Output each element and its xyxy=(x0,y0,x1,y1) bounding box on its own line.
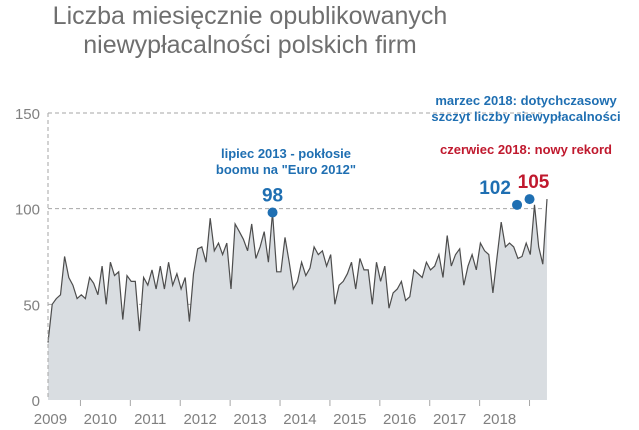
x-tick-label-2018: 2018 xyxy=(483,411,516,428)
annotation-2013-line-1: lipiec 2013 - pokłosie xyxy=(221,146,351,161)
x-tick-label-2013: 2013 xyxy=(233,411,266,428)
highlight-point-105 xyxy=(524,194,535,205)
annotation-2018-peak-line-1: marzec 2018: dotychczasowy xyxy=(435,93,617,108)
x-tick-label-2014: 2014 xyxy=(283,411,316,428)
x-tick-labels: 2009 2010 2011 2012 2013 2014 2015 2016 2017 2018 xyxy=(34,411,516,428)
chart-title-line-2: niewypłacalności polskich firm xyxy=(83,31,417,59)
x-tick-label-2010: 2010 xyxy=(84,411,117,428)
y-tick-label-100: 100 xyxy=(15,202,40,219)
x-tick-label-2015: 2015 xyxy=(333,411,366,428)
highlight-point-98 xyxy=(267,207,278,218)
x-tick-label-2017: 2017 xyxy=(433,411,466,428)
chart-title: Liczba miesięcznie opublikowanych niewyp… xyxy=(0,2,500,60)
annotation-record: czerwiec 2018: nowy rekord xyxy=(440,142,612,157)
x-tick-label-2011: 2011 xyxy=(134,411,166,428)
series-area xyxy=(48,199,547,400)
y-tick-labels: 0 50 100 150 xyxy=(15,106,40,410)
y-tick-label-50: 50 xyxy=(23,297,40,314)
x-tick-label-2012: 2012 xyxy=(183,411,216,428)
annotation-2018-peak-line-2: szczyt liczby niewypłacalności xyxy=(431,109,620,124)
x-tick-label-2009: 2009 xyxy=(34,411,67,428)
y-tick-label-0: 0 xyxy=(32,393,40,410)
highlight-label-105: 105 xyxy=(518,172,550,193)
y-tick-label-150: 150 xyxy=(15,106,40,123)
x-tick-label-2016: 2016 xyxy=(383,411,416,428)
series-line xyxy=(47,199,548,343)
highlight-label-102: 102 xyxy=(479,178,511,199)
highlight-points: 98 102 105 xyxy=(262,172,550,218)
annotation-2013-line-2: boomu na "Euro 2012" xyxy=(216,162,356,177)
chart-title-line-1: Liczba miesięcznie opublikowanych xyxy=(52,2,448,30)
highlight-point-102 xyxy=(512,199,523,210)
highlight-label-98: 98 xyxy=(262,185,283,206)
